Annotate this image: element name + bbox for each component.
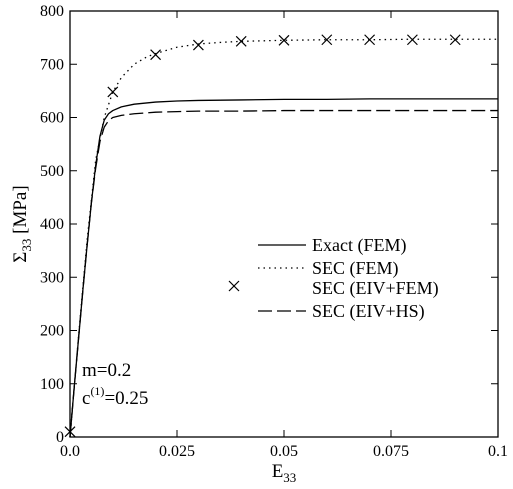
y-tick-label: 100 (40, 376, 64, 393)
marker-sec-eiv-fem (235, 35, 247, 47)
series-line-sec-fem (69, 38, 498, 438)
marker-sec-eiv-fem (107, 86, 119, 98)
y-tick-label: 600 (40, 110, 64, 127)
legend-label-sec-eiv-fem: SEC (EIV+FEM) (312, 278, 439, 299)
x-tick-label: 0.075 (373, 443, 409, 460)
series-line-sec-eiv-hs (69, 109, 498, 438)
marker-sec-eiv-fem (364, 34, 376, 46)
y-axis-title: Σ33 [MPa] (10, 185, 34, 262)
legend-label-exact-fem: Exact (FEM) (312, 235, 406, 256)
y-tick-label: 0 (56, 429, 64, 446)
y-tick-label: 500 (40, 163, 64, 180)
x-tick-label: 0.0 (60, 443, 80, 460)
x-axis-ticks: 0.0 0.025 0.05 0.075 0.1 (60, 11, 508, 460)
legend-swatch-sec-eiv-fem (228, 280, 240, 292)
legend-label-sec-fem: SEC (FEM) (312, 258, 399, 279)
x-tick-label: 0.05 (270, 443, 298, 460)
x-tick-label: 0.1 (488, 443, 508, 460)
y-tick-label: 200 (40, 323, 64, 340)
y-tick-label: 700 (40, 56, 64, 73)
annotation-c: c(1)=0.25 (82, 384, 148, 409)
marker-sec-eiv-fem (321, 34, 333, 46)
y-tick-label: 800 (40, 3, 64, 20)
plot-area (69, 10, 499, 438)
plot-frame (69, 10, 499, 438)
x-axis-title: E33 (272, 461, 297, 485)
marker-sec-eiv-fem (449, 34, 461, 46)
legend: Exact (FEM) SEC (FEM) SEC (EIV+FEM) SEC … (228, 235, 439, 322)
legend-label-sec-eiv-hs: SEC (EIV+HS) (312, 301, 425, 322)
annotation-m: m=0.2 (82, 360, 131, 381)
marker-sec-eiv-fem (406, 34, 418, 46)
y-axis-ticks: 0 100 200 300 400 500 600 700 800 (40, 3, 498, 446)
y-tick-label: 300 (40, 269, 64, 286)
marker-sec-eiv-fem (150, 49, 162, 61)
x-tick-label: 0.025 (159, 443, 195, 460)
marker-sec-eiv-fem (192, 39, 204, 51)
series-layer (64, 34, 498, 438)
marker-sec-eiv-fem (278, 34, 290, 46)
y-tick-label: 400 (40, 216, 64, 233)
series-line-exact-fem (69, 98, 498, 438)
